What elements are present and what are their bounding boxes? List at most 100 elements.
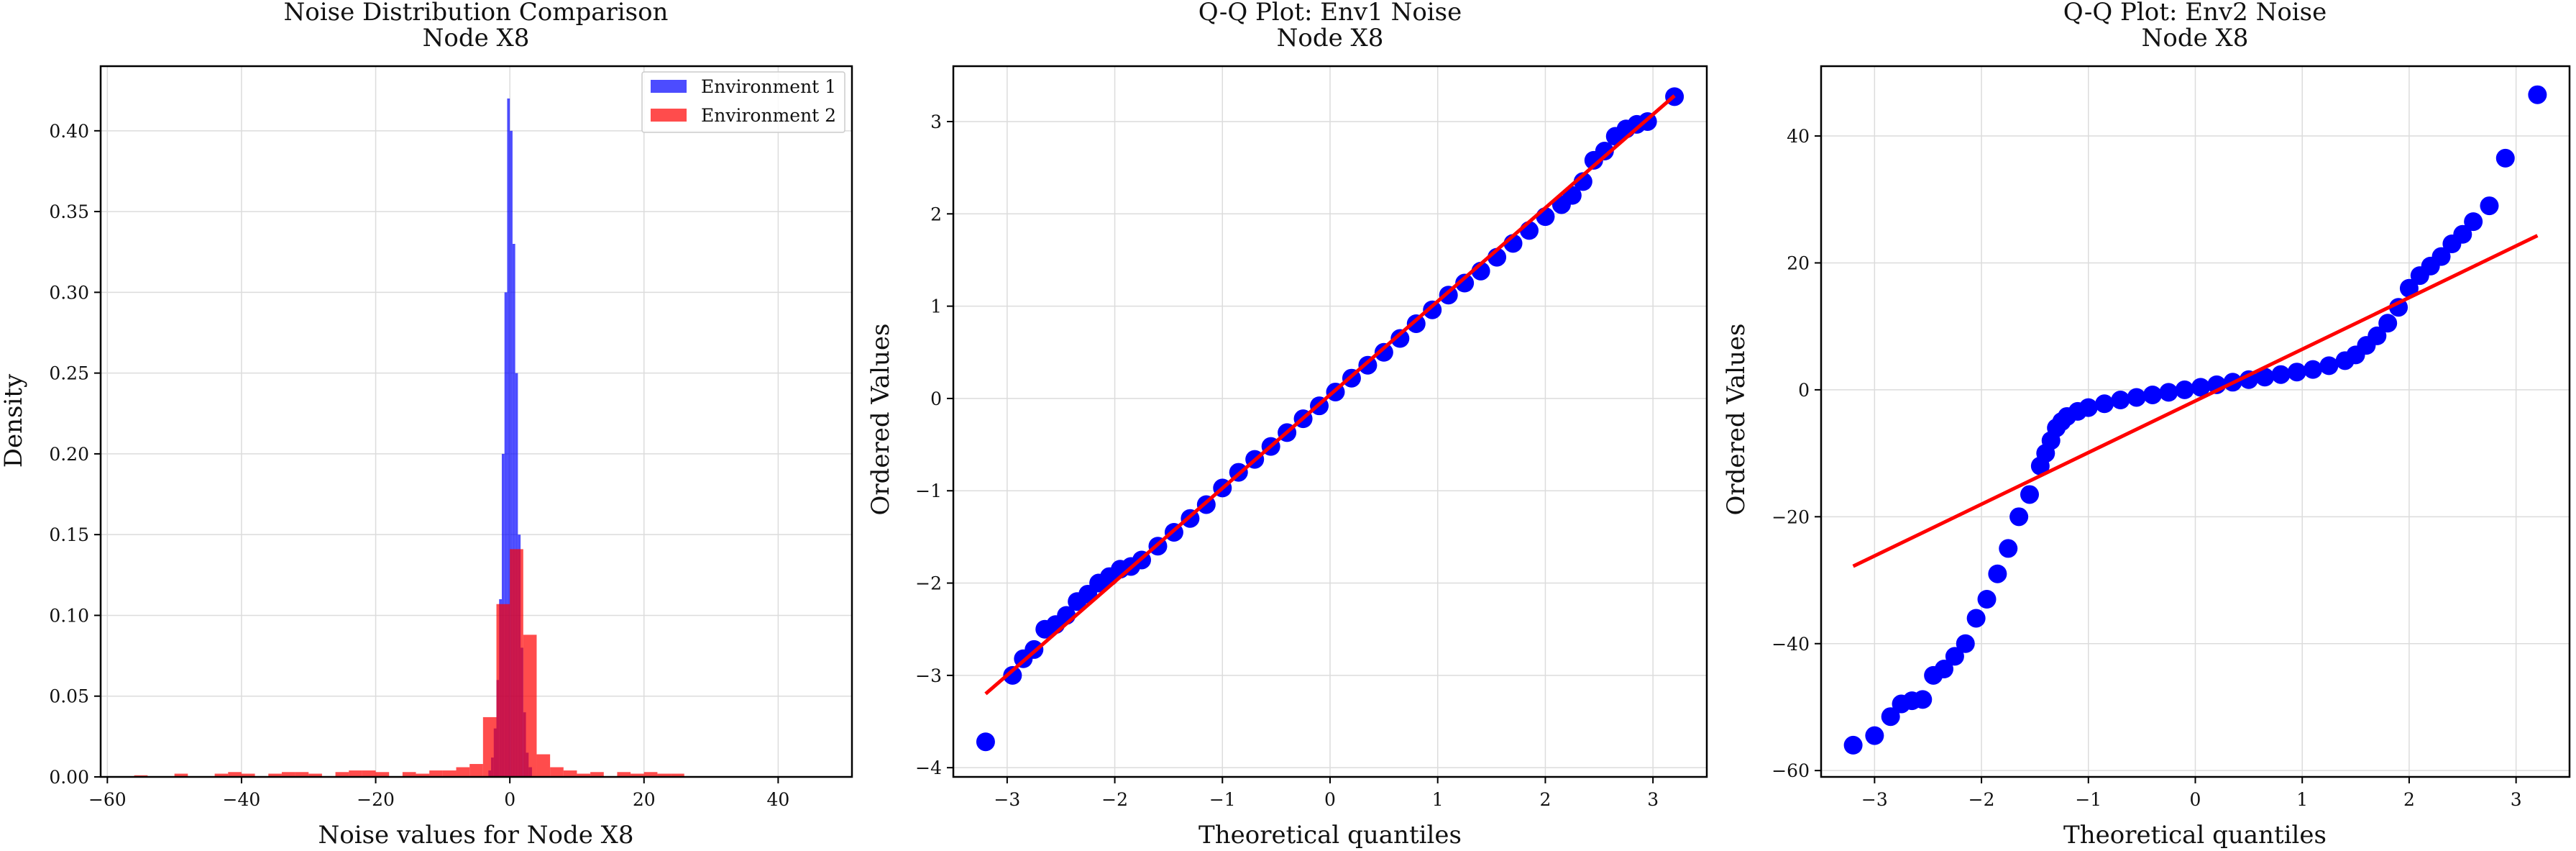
qq2-point [2095, 394, 2114, 414]
qq1-xtick-label: −2 [1101, 789, 1128, 810]
qq2-point [2143, 385, 2163, 404]
qq2-point [2464, 212, 2483, 232]
qq2-title-line-2: Node X8 [2142, 24, 2249, 53]
qq2-ytick-label: −20 [1771, 506, 1810, 527]
hist-bar-env2 [590, 772, 604, 777]
qq1-xtick-label: 1 [1432, 789, 1444, 810]
qq1-point [1595, 142, 1614, 161]
qq2-point [2020, 485, 2039, 504]
hist-ytick-label: 0.10 [49, 605, 89, 626]
qq1-ytick-label: −3 [915, 665, 942, 686]
hist-xtick-label: −60 [88, 789, 127, 810]
hist-bar-env2 [536, 754, 551, 777]
qq1-fit-line [984, 94, 1676, 696]
hist-axes [99, 65, 853, 778]
hist-bar-env2 [631, 773, 644, 777]
hist-bar-env2 [657, 773, 671, 777]
qq2-point [2287, 363, 2306, 382]
qq2-point [2368, 326, 2387, 345]
qq2-point [2009, 507, 2029, 527]
qq2-ytick-label: −60 [1771, 760, 1810, 781]
hist-x-axis-label: Noise values for Node X8 [318, 821, 634, 850]
hist-ticks: −60 −40 −20 0 20 40 0.00 0.05 0.10 0.15 0.20 0.25 0.… [49, 121, 789, 810]
qq2-ytick-label: 20 [1787, 252, 1810, 273]
hist-bar-env1 [510, 130, 513, 777]
qq2-ytick-label: 40 [1787, 126, 1810, 147]
hist-bar-env2 [268, 773, 282, 777]
qq1-title-line-2: Node X8 [1277, 24, 1384, 53]
qq1-point [1406, 314, 1426, 333]
qq1-point [1455, 273, 1475, 293]
qq1-point [1390, 329, 1410, 348]
qq2-point [2239, 370, 2258, 389]
qq2-point [2159, 383, 2178, 402]
hist-bar-env2 [563, 770, 577, 777]
qq2-y-axis-label: Ordered Values [1722, 323, 1751, 515]
qq1-ytick-label: 3 [930, 112, 942, 132]
qq1-xtick-label: −3 [994, 789, 1020, 810]
qq1-title-line-1: Q-Q Plot: Env1 Noise [1198, 0, 1462, 27]
hist-ytick-label: 0.40 [49, 121, 89, 142]
hist-bar-env2 [375, 772, 390, 777]
panel-qq-env1: −3 −2 −1 0 1 2 3 −4 −3 −2 −1 0 1 2 3 Q-Q Plot: Env1 No… [866, 0, 1708, 850]
hist-ytick-label: 0.05 [49, 686, 89, 707]
hist-bar-env2 [643, 772, 658, 777]
legend-swatch-env2 [651, 109, 687, 122]
qq2-point [2319, 356, 2339, 376]
hist-ytick-label: 0.00 [49, 767, 89, 788]
qq2-title-line-1: Q-Q Plot: Env2 Noise [2063, 0, 2327, 27]
qq2-point [1977, 590, 1997, 609]
hist-bar-env2 [442, 770, 457, 777]
hist-bar-env2 [456, 767, 470, 777]
hist-bar-env2 [295, 772, 309, 777]
qq2-ytick-label: −40 [1771, 634, 1810, 655]
panel-histogram: −60 −40 −20 0 20 40 0.00 0.05 0.10 0.15 0.20 0.25 0.… [0, 0, 853, 850]
qq2-point [2127, 388, 2146, 407]
qq2-point [2255, 368, 2275, 387]
hist-axes-frame [99, 65, 853, 778]
hist-xtick-label: 40 [766, 789, 789, 810]
legend-label-env1: Environment 1 [701, 76, 836, 97]
hist-bar-env2 [550, 767, 564, 777]
qq1-point [1003, 665, 1022, 685]
qq2-point [2480, 196, 2499, 216]
hist-ytick-label: 0.20 [49, 444, 89, 465]
legend-swatch-env1 [651, 80, 687, 93]
qq2-grid [1821, 66, 2570, 777]
qq2-points [1843, 85, 2547, 755]
hist-bar-env2 [510, 549, 523, 777]
legend-frame [641, 71, 845, 133]
qq2-point [1956, 634, 1975, 653]
hist-xtick-label: 0 [504, 789, 515, 810]
hist-bar-env1 [507, 98, 510, 778]
hist-ytick-label: 0.30 [49, 282, 89, 303]
qq2-fit-line [1852, 234, 2539, 568]
hist-bar-env2 [349, 770, 362, 777]
qq2-point [1843, 735, 1863, 755]
qq2-xtick-label: 0 [2190, 789, 2201, 810]
hist-legend: Environment 1 Environment 2 [641, 71, 845, 133]
hist-bar-env1 [512, 244, 515, 777]
qq2-ticks: −3 −2 −1 0 1 2 3 −60 −40 −20 0 20 40 [1771, 126, 2521, 810]
qq1-xtick-label: 3 [1647, 789, 1659, 810]
hist-ytick-label: 0.35 [49, 201, 89, 222]
qq2-point [2389, 298, 2408, 317]
qq2-point [1988, 564, 2007, 583]
hist-bar-env2 [523, 634, 537, 777]
hist-bar-env2 [174, 773, 188, 777]
qq2-point [2175, 380, 2194, 399]
qq2-point [1865, 726, 1884, 745]
qq2-point [1999, 539, 2018, 558]
qq1-xtick-label: −1 [1209, 789, 1236, 810]
qq1-ytick-label: 2 [930, 204, 942, 224]
qq2-xtick-label: −3 [1861, 789, 1888, 810]
hist-xtick-label: −20 [357, 789, 395, 810]
qq1-ytick-label: −2 [915, 573, 942, 594]
hist-ytick-label: 0.15 [49, 524, 89, 545]
qq2-point [2271, 365, 2291, 384]
qq2-x-axis-label: Theoretical quantiles [2063, 821, 2327, 850]
qq1-xtick-label: 0 [1324, 789, 1336, 810]
qq1-point [1423, 300, 1442, 319]
hist-grid [101, 66, 852, 778]
hist-bar-env2 [228, 772, 242, 777]
